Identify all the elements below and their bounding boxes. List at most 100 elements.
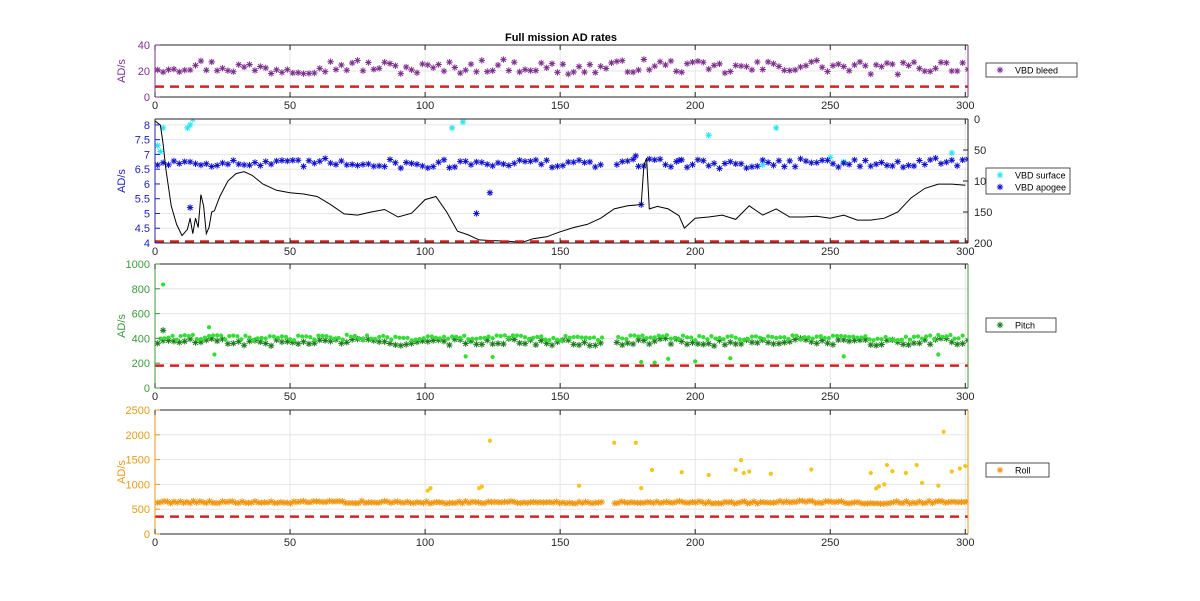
legend-box <box>985 462 1050 478</box>
roll-point <box>180 499 187 507</box>
roll-point <box>925 497 933 505</box>
roll-extra-point <box>936 483 941 488</box>
roll-point <box>864 500 871 507</box>
roll-point <box>760 499 768 506</box>
pitch-extra-point <box>340 337 345 342</box>
x-tick-label: 50 <box>284 537 296 549</box>
vbd-apogee-point <box>581 159 588 166</box>
roll-point <box>267 498 275 505</box>
pitch-point <box>538 337 545 344</box>
roll-point <box>812 499 819 507</box>
x-tick-label: 150 <box>551 391 569 403</box>
pitch-extra-point <box>672 335 678 340</box>
vbd-bleed-point <box>327 58 334 65</box>
roll-point <box>417 499 424 506</box>
pitch-extra-point <box>514 333 520 338</box>
roll-point <box>890 499 897 506</box>
pitch-point <box>284 338 291 345</box>
roll-point <box>358 497 366 505</box>
roll-point <box>300 497 307 505</box>
pitch-extra-point <box>632 333 637 338</box>
pitch-extra-point <box>745 336 750 342</box>
pitch-extra-point <box>518 333 524 338</box>
roll-point <box>734 499 742 506</box>
pitch-extra-point <box>770 334 775 339</box>
roll-point <box>391 498 398 506</box>
roll-point <box>835 498 842 505</box>
pitch-extra-point <box>818 334 823 339</box>
roll-point <box>961 498 968 506</box>
pitch-extra-point <box>320 333 325 338</box>
pitch-point <box>926 341 934 348</box>
roll-point <box>754 500 761 507</box>
roll-point <box>342 499 349 507</box>
roll-point <box>465 499 473 507</box>
pitch-extra-point <box>243 333 248 338</box>
vbd-bleed-point <box>797 63 804 71</box>
vbd-bleed-point <box>786 67 793 74</box>
x-tick-label: 200 <box>686 537 704 549</box>
vbd-apogee-point <box>619 158 626 165</box>
pitch-point <box>435 336 442 344</box>
x-tick-label: 0 <box>152 391 158 403</box>
pitch-extra-point <box>470 336 475 341</box>
roll-point <box>222 499 229 506</box>
pitch-point <box>624 339 631 347</box>
data-layer <box>155 119 968 243</box>
roll-extra-point <box>428 486 433 491</box>
roll-point <box>799 497 806 505</box>
vbd-bleed-point <box>478 57 486 64</box>
vbd-apogee-point <box>743 164 750 172</box>
pitch-point <box>840 336 847 344</box>
roll-point <box>271 499 278 507</box>
pitch-extra-point <box>251 337 256 343</box>
vbd-apogee-point <box>354 162 361 169</box>
pitch-extra-point <box>486 334 491 339</box>
pitch-extra-point <box>170 333 175 338</box>
roll-point <box>906 500 913 507</box>
pitch-extra-point <box>328 335 333 340</box>
roll-point <box>656 499 664 507</box>
vbd-surface-point <box>827 154 834 161</box>
roll-point <box>167 500 174 507</box>
pitch-extra-point <box>555 337 560 342</box>
vbd-bleed-point <box>392 62 399 69</box>
pitch-extra-point <box>644 336 649 341</box>
roll-point <box>708 500 716 507</box>
pitch-extra-point <box>393 334 398 339</box>
roll-point <box>857 499 865 507</box>
roll-point <box>750 498 758 505</box>
pitch-point <box>737 340 745 348</box>
pitch-extra-point <box>806 335 811 340</box>
roll-point <box>624 499 631 507</box>
pitch-point <box>662 335 669 342</box>
roll-point <box>507 497 515 505</box>
vbd-apogee-point <box>332 161 340 168</box>
vbd-bleed-point <box>781 67 788 74</box>
vbd-apogee-point <box>538 161 545 168</box>
vbd-bleed-point <box>354 57 361 64</box>
roll-point <box>326 497 333 505</box>
roll-point <box>569 499 576 507</box>
vbd-bleed-point <box>613 58 621 65</box>
vbd-bleed-point <box>548 60 556 67</box>
pitch-extra-point <box>847 334 852 339</box>
subplot-roll: 0 50 100 150 200 250 300 0 500 1000 1500 2000 2500 AD… <box>116 405 1050 549</box>
pitch-point <box>565 337 572 344</box>
pitch-extra-point <box>377 334 382 340</box>
vbd-bleed-point <box>862 62 869 69</box>
roll-point <box>361 499 369 507</box>
vbd-apogee-point <box>937 160 945 167</box>
roll-point <box>229 498 236 505</box>
roll-point <box>517 499 524 507</box>
roll-point <box>686 499 693 506</box>
pitch-point <box>872 342 880 349</box>
pitch-point <box>240 342 248 349</box>
pitch-point <box>397 342 404 349</box>
roll-point <box>371 499 379 506</box>
y-tick-label: 0 <box>144 529 150 541</box>
pitch-point <box>656 335 664 343</box>
vbd-bleed-point <box>294 69 302 76</box>
pitch-extra-point <box>668 336 673 341</box>
pitch-extra-point <box>458 335 463 340</box>
